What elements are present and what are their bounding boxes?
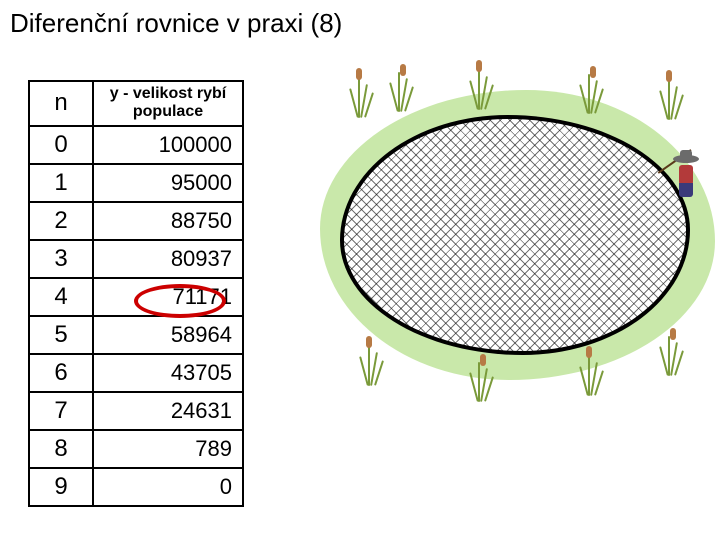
reed-icon <box>660 330 684 376</box>
cell-y: 0 <box>93 468 243 506</box>
cell-y: 58964 <box>93 316 243 354</box>
table-row: 558964 <box>29 316 243 354</box>
reed-icon <box>390 66 414 112</box>
cell-n: 9 <box>29 468 93 506</box>
table-row: 0100000 <box>29 126 243 164</box>
pond-illustration <box>320 60 715 410</box>
col-header-n: n <box>29 81 93 126</box>
table-row: 643705 <box>29 354 243 392</box>
cell-n: 1 <box>29 164 93 202</box>
cell-y: 71171 <box>93 278 243 316</box>
cell-y: 88750 <box>93 202 243 240</box>
table-row: 471171 <box>29 278 243 316</box>
reed-icon <box>660 74 684 120</box>
cell-y: 95000 <box>93 164 243 202</box>
pond-hatch <box>344 119 686 351</box>
population-table: n y - velikost rybí populace 01000001950… <box>28 80 244 507</box>
cell-n: 0 <box>29 126 93 164</box>
table-row: 288750 <box>29 202 243 240</box>
cell-y: 80937 <box>93 240 243 278</box>
page-title: Diferenční rovnice v praxi (8) <box>10 8 342 39</box>
cell-y: 789 <box>93 430 243 468</box>
cell-n: 6 <box>29 354 93 392</box>
cell-y: 43705 <box>93 354 243 392</box>
cell-n: 8 <box>29 430 93 468</box>
table-row: 90 <box>29 468 243 506</box>
population-table-wrap: n y - velikost rybí populace 01000001950… <box>28 80 244 507</box>
reed-icon <box>580 350 604 396</box>
col-header-y: y - velikost rybí populace <box>93 81 243 126</box>
table-row: 8789 <box>29 430 243 468</box>
table-row: 380937 <box>29 240 243 278</box>
reed-icon <box>580 68 604 114</box>
reed-icon <box>470 64 494 110</box>
reed-icon <box>350 72 374 118</box>
cell-n: 5 <box>29 316 93 354</box>
cell-n: 2 <box>29 202 93 240</box>
fisherman-icon <box>669 155 703 199</box>
cell-n: 4 <box>29 278 93 316</box>
table-row: 724631 <box>29 392 243 430</box>
cell-y: 24631 <box>93 392 243 430</box>
table-row: 195000 <box>29 164 243 202</box>
cell-y: 100000 <box>93 126 243 164</box>
cell-n: 3 <box>29 240 93 278</box>
cell-n: 7 <box>29 392 93 430</box>
reed-icon <box>470 356 494 402</box>
reed-icon <box>360 340 384 386</box>
